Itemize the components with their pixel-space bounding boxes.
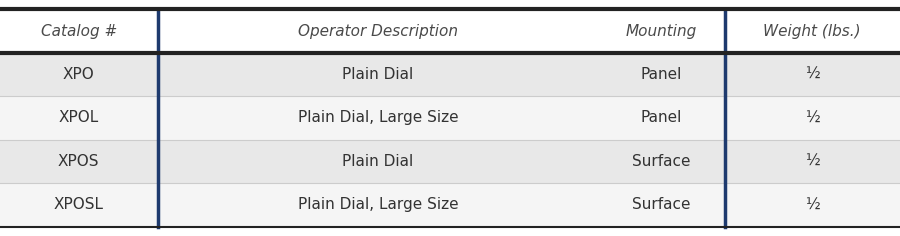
Text: XPO: XPO <box>63 67 94 82</box>
Text: ½: ½ <box>805 110 820 126</box>
Text: Plain Dial, Large Size: Plain Dial, Large Size <box>298 197 458 212</box>
Text: Plain Dial: Plain Dial <box>342 154 414 169</box>
Text: Weight (lbs.): Weight (lbs.) <box>763 24 861 39</box>
Text: XPOS: XPOS <box>58 154 100 169</box>
Text: Panel: Panel <box>641 67 682 82</box>
Text: Operator Description: Operator Description <box>298 24 458 39</box>
Text: Mounting: Mounting <box>626 24 698 39</box>
Text: Surface: Surface <box>633 154 691 169</box>
Text: Catalog #: Catalog # <box>40 24 117 39</box>
Bar <box>0 9 900 53</box>
Text: Panel: Panel <box>641 110 682 126</box>
Text: ½: ½ <box>805 67 820 82</box>
Text: XPOSL: XPOSL <box>54 197 104 212</box>
Text: ½: ½ <box>805 197 820 212</box>
Text: Plain Dial: Plain Dial <box>342 67 414 82</box>
Bar <box>0 53 900 96</box>
Bar <box>0 96 900 140</box>
Bar <box>0 183 900 227</box>
Text: Plain Dial, Large Size: Plain Dial, Large Size <box>298 110 458 126</box>
Text: Surface: Surface <box>633 197 691 212</box>
Text: XPOL: XPOL <box>58 110 99 126</box>
Text: ½: ½ <box>805 154 820 169</box>
Bar <box>0 140 900 183</box>
